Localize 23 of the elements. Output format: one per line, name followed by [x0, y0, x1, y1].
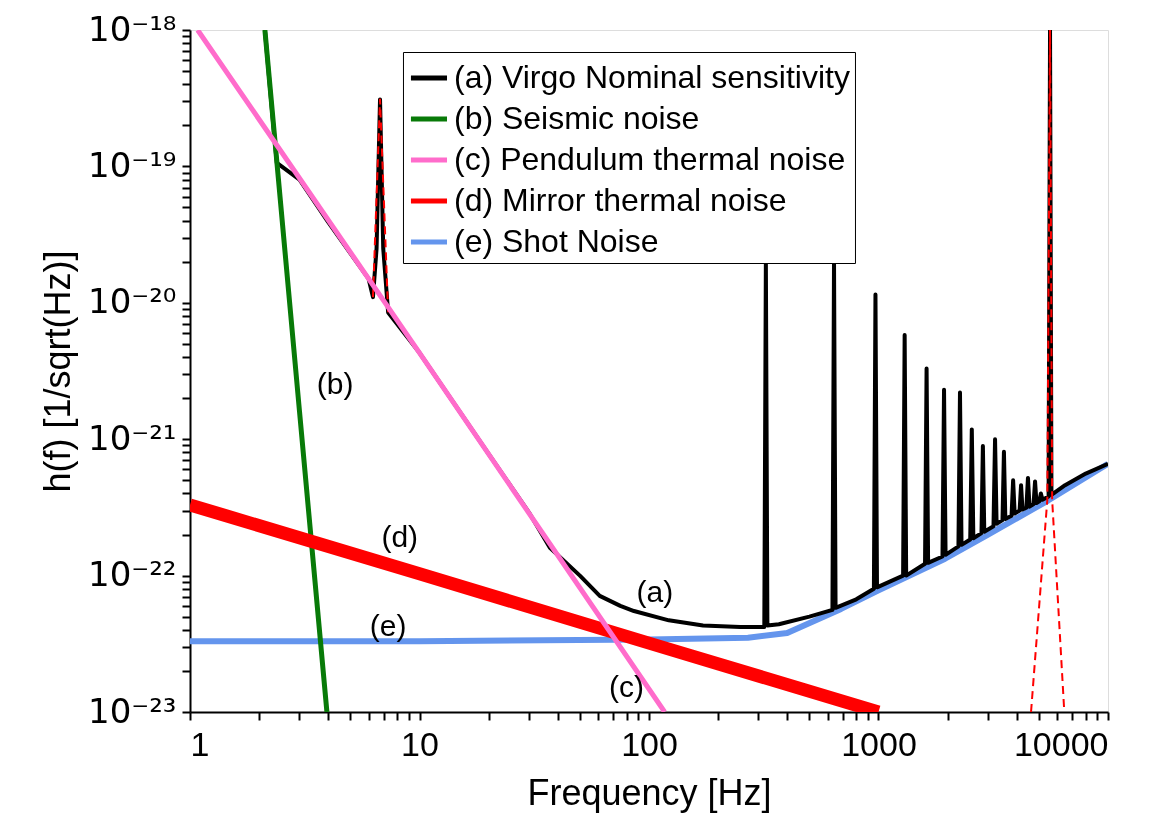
- x-tick-label: 100: [621, 724, 678, 763]
- annotation: (b): [316, 366, 354, 400]
- y-tick-label: 10⁻²²: [88, 554, 177, 595]
- legend-label: (d) Mirror thermal noise: [453, 182, 787, 218]
- x-tick-label: 10: [401, 724, 439, 763]
- x-tick-label: 1: [190, 724, 210, 763]
- legend-label: (b) Seismic noise: [453, 100, 700, 136]
- x-axis-title: Frequency [Hz]: [527, 771, 772, 813]
- x-tick-label: 10000: [1013, 724, 1109, 763]
- y-tick-label: 10⁻²¹: [88, 417, 177, 458]
- y-tick-label: 10⁻²⁰: [88, 281, 177, 322]
- annotation: (d): [381, 519, 419, 553]
- annotation: (a): [636, 574, 674, 608]
- legend-label: (c) Pendulum thermal noise: [453, 141, 846, 177]
- y-tick-label: 10⁻²³: [88, 690, 177, 731]
- legend-label: (e) Shot Noise: [453, 223, 659, 259]
- y-tick-label: 10⁻¹⁹: [88, 144, 177, 185]
- annotation: (c): [609, 669, 644, 703]
- y-axis-title: h(f) [1/sqrt(Hz)]: [37, 250, 79, 493]
- x-tick-label: 1000: [841, 724, 917, 763]
- y-tick-label: 10⁻¹⁸: [88, 8, 177, 49]
- annotation: (e): [369, 609, 407, 643]
- legend-label: (a) Virgo Nominal sensitivity: [453, 59, 850, 95]
